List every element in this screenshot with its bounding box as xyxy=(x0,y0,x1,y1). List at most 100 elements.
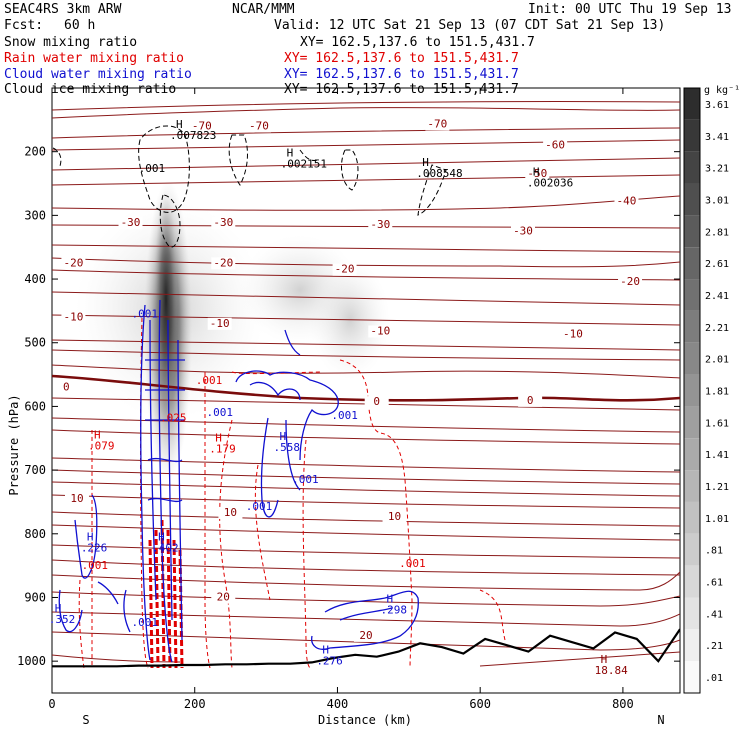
south-endpoint-label: S xyxy=(82,713,89,727)
contour-value: .001 xyxy=(331,409,358,422)
temperature-label: 0 xyxy=(63,381,70,394)
temperature-label: -30 xyxy=(513,224,533,237)
maximum-marker: H xyxy=(176,118,183,131)
temperature-labels: -70 -70 -70 -60 -50 -40 -30 -30 -30 -30 -20 -20 -20 -… xyxy=(54,117,643,642)
maximum-value: .402 xyxy=(152,542,179,555)
colorbar-level-label: 2.01 xyxy=(705,355,729,366)
colorbar-level-label: .61 xyxy=(705,578,723,589)
temperature-label: -60 xyxy=(545,139,565,152)
colorbar-level-label: 1.21 xyxy=(705,482,729,493)
colorbar-frame xyxy=(683,87,701,694)
valid-time: Valid: 12 UTC Sat 21 Sep 13 (07 CDT Sat … xyxy=(274,18,665,33)
label-knockout xyxy=(61,311,86,324)
maximum-value: .298 xyxy=(381,603,408,616)
field-snow-label: Snow mixing ratio xyxy=(4,35,137,50)
label-knockout xyxy=(382,510,407,523)
colorbar-segment xyxy=(684,310,700,343)
colorbar-segment xyxy=(684,215,700,248)
maximum-value: .007823 xyxy=(170,129,216,142)
field-snow-xy: XY= 162.5,137.6 to 151.5,431.7 xyxy=(300,35,535,50)
field-cloud-water-label: Cloud water mixing ratio xyxy=(4,67,192,82)
y-axis-label: Pressure (hPa) xyxy=(7,394,21,495)
label-knockout xyxy=(368,325,393,338)
temperature-label: 20 xyxy=(359,629,372,642)
temperature-label: 0 xyxy=(373,395,380,408)
colorbar-level-label: .21 xyxy=(705,641,723,652)
label-knockout xyxy=(618,275,643,288)
terrain-line xyxy=(52,628,680,668)
colorbar-level-label: 3.61 xyxy=(705,100,729,111)
label-knockout xyxy=(511,225,535,238)
init-time: Init: 00 UTC Thu 19 Sep 13 xyxy=(528,2,732,17)
temperature-label: -20 xyxy=(620,275,640,288)
colorbar-segment xyxy=(684,597,700,630)
colorbar-level-label: 3.41 xyxy=(705,132,729,143)
label-knockout xyxy=(614,195,639,208)
maximum-value: .008548 xyxy=(416,167,462,180)
temperature-label: -10 xyxy=(210,317,230,330)
maximum-marker: H xyxy=(87,531,94,544)
colorbar-segment xyxy=(684,565,700,598)
colorbar-level-label: 1.61 xyxy=(705,418,729,429)
y-tick-label: 600 xyxy=(24,399,46,413)
temperature-label: -50 xyxy=(527,167,547,180)
temperature-label: -10 xyxy=(63,310,83,323)
y-tick-label: 1000 xyxy=(17,654,46,668)
colorbar-level-label: 1.01 xyxy=(705,514,729,525)
temperature-label: 10 xyxy=(70,492,83,505)
colorbar-segment xyxy=(684,533,700,566)
temperature-label: 20 xyxy=(217,591,230,604)
colorbar-segment xyxy=(684,661,700,693)
label-knockout xyxy=(525,168,550,181)
contour-value: .001 xyxy=(246,500,273,513)
label-knockout xyxy=(218,506,243,519)
temperature-label: -10 xyxy=(563,328,583,341)
colorbar-segment xyxy=(684,119,700,152)
y-tick-label: 700 xyxy=(24,463,46,477)
label-knockout xyxy=(560,328,585,341)
maximum-marker: H xyxy=(533,166,540,179)
label-knockout xyxy=(246,120,271,133)
x-tick-label: 600 xyxy=(469,697,491,711)
colorbar-segment xyxy=(684,501,700,534)
temperature-label: -40 xyxy=(617,195,637,208)
temperature-label: -10 xyxy=(370,324,390,337)
colorbar-segment xyxy=(684,406,700,439)
field-cloud-ice-xy: XY= 162.5,137.6 to 151.5,431.7 xyxy=(284,82,519,97)
model-title: SEAC4RS 3km ARW xyxy=(4,2,122,17)
freezing-level-contour xyxy=(52,374,680,402)
maximum-value: .179 xyxy=(209,442,236,455)
x-tick-label: 400 xyxy=(327,697,349,711)
colorbar-segment xyxy=(684,374,700,407)
y-tick-label: 800 xyxy=(24,527,46,541)
temperature-label: -20 xyxy=(213,256,233,269)
colorbar-level-label: 2.41 xyxy=(705,291,729,302)
maximum-value: .276 xyxy=(316,654,343,667)
maximum-value: .002036 xyxy=(527,177,573,190)
maximum-marker: H xyxy=(94,429,101,442)
x-tick-label: 800 xyxy=(612,697,634,711)
colorbar-segment xyxy=(684,438,700,471)
plot-area xyxy=(52,101,680,669)
temperature-label: 0 xyxy=(527,394,534,407)
colorbar-level-label: 2.81 xyxy=(705,227,729,238)
y-tick-label: 400 xyxy=(24,272,46,286)
plot-frame xyxy=(51,87,681,694)
temperature-label: -70 xyxy=(249,119,269,132)
label-knockout xyxy=(54,381,79,394)
cloud-water-contours xyxy=(58,299,419,663)
colorbar-level-label: .41 xyxy=(705,609,723,620)
maximum-value: .079 xyxy=(88,440,115,453)
colorbar-segment xyxy=(684,183,700,216)
contour-value: .001 xyxy=(82,559,109,572)
colorbar-level-label: .01 xyxy=(705,673,723,684)
temperature-label: -30 xyxy=(370,218,390,231)
label-knockout xyxy=(189,120,214,133)
temperature-label: -20 xyxy=(335,263,355,276)
colorbar-segment xyxy=(684,629,700,662)
colorbar-level-label: 2.21 xyxy=(705,323,729,334)
contour-value: .001 xyxy=(139,162,166,175)
